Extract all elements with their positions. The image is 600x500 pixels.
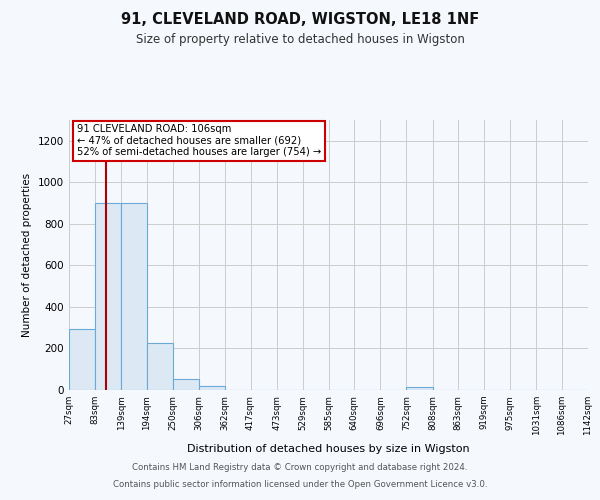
Text: 91, CLEVELAND ROAD, WIGSTON, LE18 1NF: 91, CLEVELAND ROAD, WIGSTON, LE18 1NF <box>121 12 479 28</box>
Bar <box>121 203 147 390</box>
Y-axis label: Number of detached properties: Number of detached properties <box>22 173 32 337</box>
Text: Size of property relative to detached houses in Wigston: Size of property relative to detached ho… <box>136 32 464 46</box>
Bar <box>199 386 225 390</box>
Text: Contains HM Land Registry data © Crown copyright and database right 2024.: Contains HM Land Registry data © Crown c… <box>132 464 468 472</box>
Text: Contains public sector information licensed under the Open Government Licence v3: Contains public sector information licen… <box>113 480 487 489</box>
X-axis label: Distribution of detached houses by size in Wigston: Distribution of detached houses by size … <box>187 444 470 454</box>
Text: 91 CLEVELAND ROAD: 106sqm
← 47% of detached houses are smaller (692)
52% of semi: 91 CLEVELAND ROAD: 106sqm ← 47% of detac… <box>77 124 321 157</box>
Bar <box>173 378 199 390</box>
Bar <box>406 387 433 390</box>
Bar <box>69 328 95 390</box>
Bar <box>95 203 121 390</box>
Bar <box>147 344 173 390</box>
